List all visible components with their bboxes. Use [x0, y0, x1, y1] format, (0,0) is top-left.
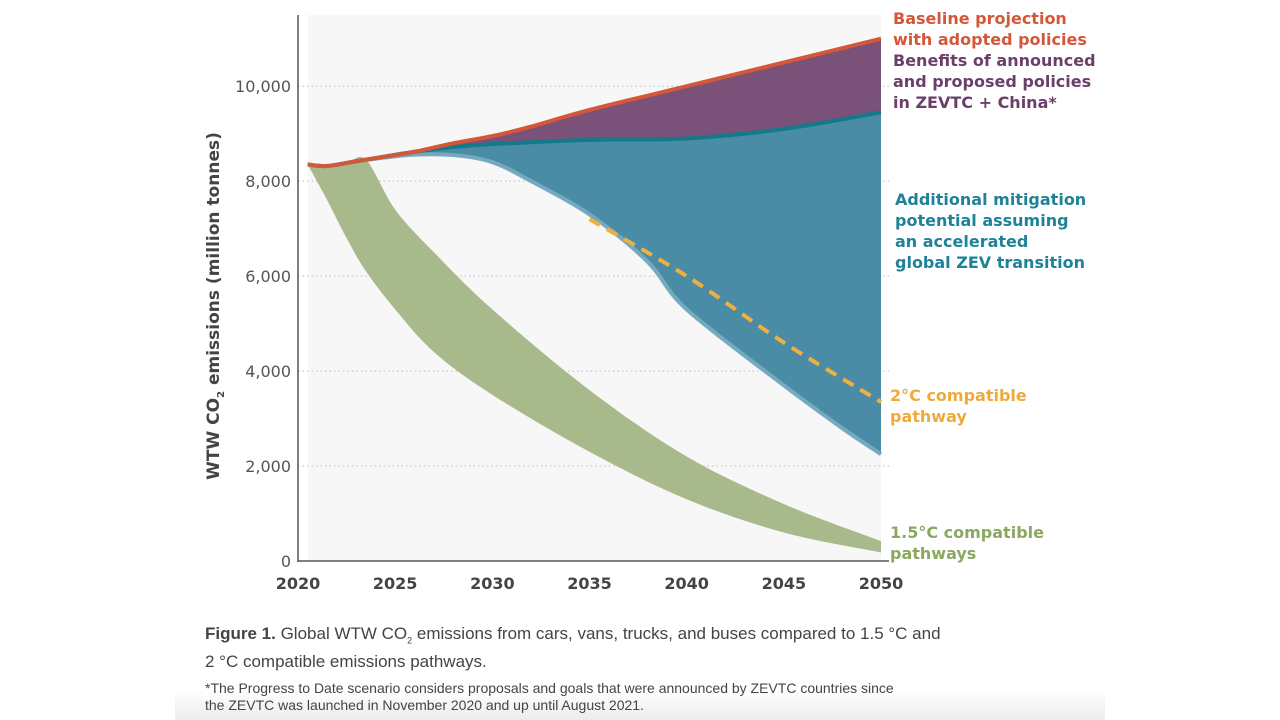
- line-2c-pathway: [588, 217, 883, 404]
- x-tick-label: 2020: [276, 574, 321, 593]
- y-label-sub: 2: [216, 391, 227, 398]
- area-accelerated-zev: [307, 112, 881, 455]
- x-tick-label: 2025: [373, 574, 418, 593]
- x-tick-label: 2030: [470, 574, 515, 593]
- annotation-baseline: Baseline projection with adopted policie…: [893, 9, 1087, 49]
- y-tick-label: 10,000: [235, 77, 291, 96]
- caption-label: Figure 1.: [205, 624, 276, 643]
- footer-shade: [175, 690, 1105, 720]
- annotation-accelerated-zev: Additional mitigation potential assuming…: [895, 190, 1087, 272]
- footnote-line1: *The Progress to Date scenario considers…: [205, 680, 894, 696]
- x-tick-label: 2040: [664, 574, 709, 593]
- caption-text-b: emissions from cars, vans, trucks, and b…: [412, 624, 941, 643]
- y-tick-label: 0: [281, 552, 291, 571]
- annotation-announced-policies: Benefits of announced and proposed polic…: [893, 51, 1096, 112]
- caption-line2: 2 °C compatible emissions pathways.: [205, 652, 487, 671]
- x-tick-label: 2045: [762, 574, 807, 593]
- caption-text-a: Global WTW CO: [275, 624, 408, 643]
- y-axis-label: WTW CO2 emissions (million tonnes): [204, 132, 227, 480]
- footnote-line2: the ZEVTC was launched in November 2020 …: [205, 697, 644, 713]
- line-baseline: [307, 36, 882, 169]
- y-tick-label: 8,000: [245, 172, 291, 191]
- y-tick-label: 4,000: [245, 362, 291, 381]
- y-label-main: WTW CO: [204, 398, 224, 480]
- y-tick-label: 2,000: [245, 457, 291, 476]
- y-label-rest: emissions (million tonnes): [204, 132, 224, 391]
- x-tick-label: 2035: [567, 574, 612, 593]
- annotation-2c: 2°C compatible pathway: [890, 386, 1027, 426]
- y-tick-label: 6,000: [245, 267, 291, 286]
- x-tick-label: 2050: [859, 574, 904, 593]
- annotation-1-5c: 1.5°C compatible pathways: [890, 523, 1044, 563]
- emissions-chart: 0 2,000 4,000 6,000 8,000 10,000 2020 2025 2030 2…: [204, 15, 904, 593]
- area-1-5c-pathways: [307, 156, 881, 553]
- figure-caption: Figure 1. Global WTW CO2 emissions from …: [205, 624, 941, 645]
- caption-sub: 2: [407, 635, 413, 646]
